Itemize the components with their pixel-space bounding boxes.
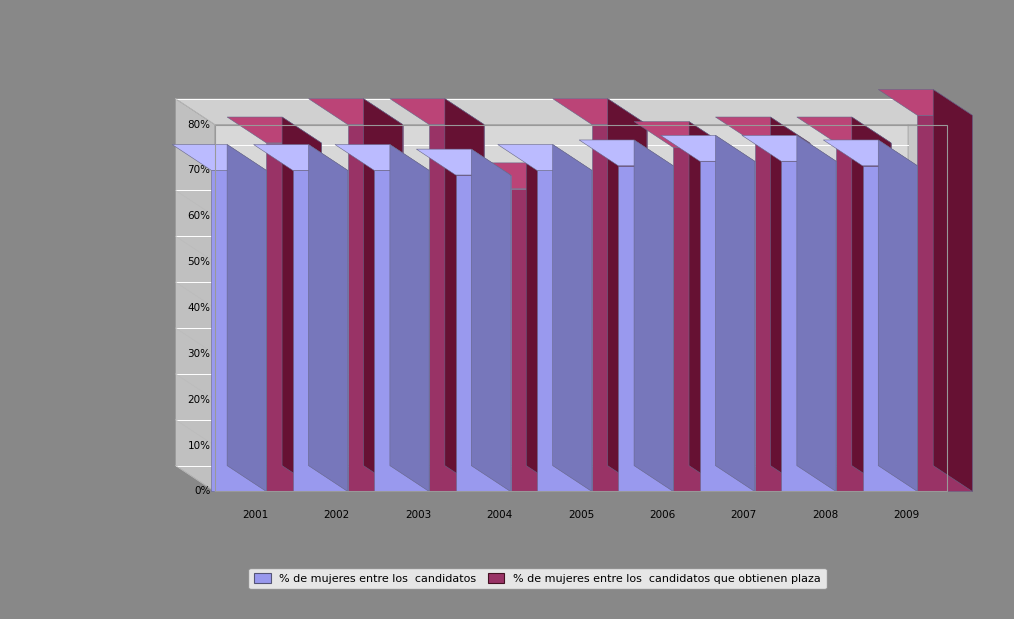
Polygon shape [363, 98, 403, 491]
Polygon shape [212, 170, 267, 491]
Polygon shape [510, 189, 566, 491]
Polygon shape [526, 163, 566, 491]
Legend: % de mujeres entre los  candidatos, % de mujeres entre los  candidatos que obtie: % de mujeres entre los candidatos, % de … [248, 568, 826, 589]
Text: 60%: 60% [188, 211, 211, 221]
Polygon shape [689, 121, 728, 491]
Polygon shape [390, 98, 484, 124]
Polygon shape [579, 140, 673, 166]
Text: 70%: 70% [188, 165, 211, 175]
Polygon shape [498, 145, 592, 170]
Polygon shape [553, 145, 592, 491]
Polygon shape [227, 145, 267, 491]
Polygon shape [878, 90, 972, 115]
Text: 2005: 2005 [568, 510, 594, 521]
Text: 2007: 2007 [731, 510, 756, 521]
Text: 20%: 20% [188, 395, 211, 405]
Text: 2006: 2006 [649, 510, 675, 521]
Polygon shape [472, 163, 566, 189]
Polygon shape [863, 166, 918, 491]
Polygon shape [429, 124, 484, 491]
Polygon shape [716, 117, 809, 143]
Text: 50%: 50% [188, 257, 211, 267]
Polygon shape [335, 145, 429, 170]
Polygon shape [293, 170, 348, 491]
Polygon shape [771, 117, 809, 491]
Polygon shape [660, 136, 754, 161]
Text: 10%: 10% [188, 441, 211, 451]
Polygon shape [607, 98, 647, 491]
Polygon shape [254, 145, 348, 170]
Text: 2001: 2001 [242, 510, 269, 521]
Polygon shape [878, 140, 918, 491]
Polygon shape [742, 136, 837, 161]
Text: 0%: 0% [194, 487, 211, 496]
Polygon shape [837, 143, 891, 491]
Polygon shape [918, 115, 972, 491]
Polygon shape [390, 145, 429, 491]
Polygon shape [673, 147, 728, 491]
Polygon shape [374, 170, 429, 491]
Polygon shape [175, 98, 947, 124]
Text: 2003: 2003 [406, 510, 431, 521]
Text: 80%: 80% [188, 119, 211, 129]
Polygon shape [716, 136, 754, 491]
Polygon shape [619, 166, 673, 491]
Polygon shape [592, 124, 647, 491]
Polygon shape [308, 145, 348, 491]
Polygon shape [175, 98, 909, 465]
Text: 2008: 2008 [812, 510, 839, 521]
Text: 2009: 2009 [893, 510, 920, 521]
Polygon shape [348, 124, 403, 491]
Text: 2004: 2004 [487, 510, 513, 521]
Polygon shape [797, 136, 837, 491]
Polygon shape [417, 149, 510, 175]
Polygon shape [282, 117, 321, 491]
Polygon shape [175, 465, 947, 491]
Polygon shape [909, 98, 947, 491]
Polygon shape [933, 90, 972, 491]
Text: 2002: 2002 [323, 510, 350, 521]
Text: 40%: 40% [188, 303, 211, 313]
Polygon shape [634, 121, 728, 147]
Polygon shape [227, 117, 321, 143]
Polygon shape [172, 145, 267, 170]
Text: 30%: 30% [188, 349, 211, 359]
Polygon shape [823, 140, 918, 166]
Polygon shape [308, 98, 403, 124]
Polygon shape [852, 117, 891, 491]
Polygon shape [634, 140, 673, 491]
Polygon shape [700, 161, 754, 491]
Polygon shape [175, 98, 215, 491]
Polygon shape [445, 98, 484, 491]
Polygon shape [781, 161, 837, 491]
Polygon shape [455, 175, 510, 491]
Polygon shape [754, 143, 809, 491]
Polygon shape [797, 117, 891, 143]
Polygon shape [537, 170, 592, 491]
Polygon shape [553, 98, 647, 124]
Polygon shape [267, 143, 321, 491]
Polygon shape [472, 149, 510, 491]
